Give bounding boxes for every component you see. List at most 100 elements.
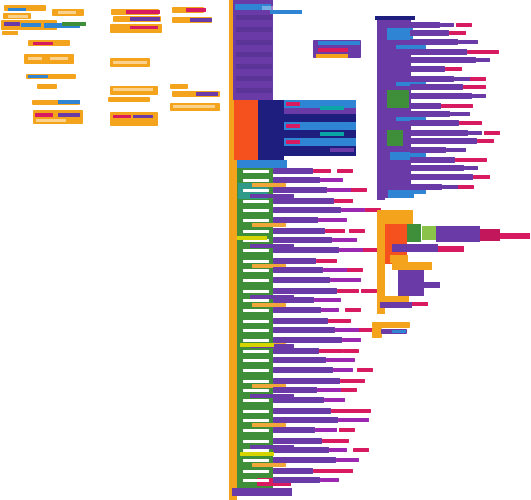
block[interactable] — [273, 457, 336, 463]
block[interactable] — [392, 244, 438, 252]
block[interactable] — [317, 388, 347, 392]
block[interactable] — [286, 124, 300, 128]
block[interactable] — [353, 448, 369, 452]
block[interactable] — [398, 270, 424, 296]
block[interactable] — [243, 189, 269, 192]
block[interactable] — [357, 368, 373, 372]
block[interactable] — [361, 289, 377, 293]
block[interactable] — [377, 18, 385, 200]
block[interactable] — [315, 428, 337, 432]
block[interactable] — [456, 23, 472, 27]
block[interactable] — [243, 279, 269, 282]
block[interactable] — [243, 429, 269, 432]
block[interactable] — [385, 296, 409, 302]
block[interactable] — [273, 477, 320, 483]
block[interactable] — [243, 479, 269, 482]
block[interactable] — [396, 153, 426, 157]
block[interactable] — [470, 77, 486, 81]
block[interactable] — [380, 302, 412, 308]
block[interactable] — [341, 208, 365, 212]
block[interactable] — [273, 318, 328, 324]
block-cluster-top-middle[interactable] — [52, 7, 220, 126]
block[interactable] — [359, 328, 375, 332]
block[interactable] — [407, 224, 421, 242]
block[interactable] — [410, 84, 463, 90]
block[interactable] — [258, 100, 284, 160]
block[interactable] — [273, 207, 341, 213]
block[interactable] — [237, 160, 287, 168]
block-cluster-top-left[interactable] — [1, 5, 86, 124]
block[interactable] — [322, 439, 349, 443]
block[interactable] — [4, 22, 20, 26]
block[interactable] — [330, 278, 361, 282]
block[interactable] — [270, 10, 302, 14]
block[interactable] — [173, 105, 215, 108]
block[interactable] — [336, 458, 359, 462]
block[interactable] — [464, 166, 478, 170]
block[interactable] — [340, 379, 365, 383]
block[interactable] — [243, 339, 269, 342]
block[interactable] — [273, 267, 323, 273]
block[interactable] — [236, 27, 272, 32]
block[interactable] — [229, 0, 237, 500]
block[interactable] — [410, 174, 473, 180]
block[interactable] — [58, 100, 80, 104]
block[interactable] — [186, 8, 206, 12]
block[interactable] — [318, 41, 360, 45]
block[interactable] — [243, 440, 269, 443]
block[interactable] — [342, 338, 361, 342]
block[interactable] — [284, 138, 356, 146]
block[interactable] — [392, 262, 432, 270]
block[interactable] — [273, 438, 322, 444]
block-cluster-right-small[interactable] — [313, 40, 361, 58]
block[interactable] — [273, 327, 335, 333]
block[interactable] — [110, 112, 158, 126]
block[interactable] — [446, 148, 466, 152]
block[interactable] — [243, 369, 269, 372]
block[interactable] — [250, 194, 294, 198]
block[interactable] — [337, 289, 359, 293]
block[interactable] — [273, 378, 340, 384]
block[interactable] — [243, 309, 269, 312]
block[interactable] — [236, 15, 272, 20]
block[interactable] — [396, 190, 426, 194]
block[interactable] — [273, 177, 320, 183]
block[interactable] — [472, 94, 486, 98]
block-cluster-right-large-rows[interactable] — [396, 22, 500, 194]
block[interactable] — [438, 246, 464, 252]
block[interactable] — [273, 367, 333, 373]
block[interactable] — [284, 114, 356, 122]
block[interactable] — [441, 104, 458, 108]
block[interactable] — [108, 97, 150, 102]
block[interactable] — [321, 308, 339, 312]
block[interactable] — [355, 409, 371, 413]
block[interactable] — [396, 45, 426, 49]
block-cluster-right-middle[interactable] — [377, 210, 530, 314]
block[interactable] — [36, 119, 66, 122]
block[interactable] — [273, 468, 313, 474]
block[interactable] — [273, 258, 316, 264]
block-cluster-right-large[interactable] — [375, 16, 415, 200]
block[interactable] — [339, 428, 355, 432]
block[interactable] — [190, 18, 212, 22]
block[interactable] — [243, 290, 269, 293]
block[interactable] — [333, 368, 353, 372]
block[interactable] — [468, 131, 482, 135]
block[interactable] — [372, 328, 382, 338]
block[interactable] — [273, 247, 339, 253]
block[interactable] — [383, 210, 413, 224]
block[interactable] — [338, 418, 369, 422]
block[interactable] — [243, 260, 269, 263]
block[interactable] — [273, 307, 321, 313]
block[interactable] — [236, 64, 272, 69]
block[interactable] — [243, 219, 269, 222]
block[interactable] — [273, 387, 317, 393]
block[interactable] — [236, 88, 272, 93]
block[interactable] — [318, 48, 348, 52]
block[interactable] — [345, 308, 361, 312]
block[interactable] — [50, 57, 68, 60]
block[interactable] — [58, 113, 80, 117]
block[interactable] — [58, 11, 76, 14]
block[interactable] — [232, 488, 292, 496]
block[interactable] — [476, 58, 490, 62]
